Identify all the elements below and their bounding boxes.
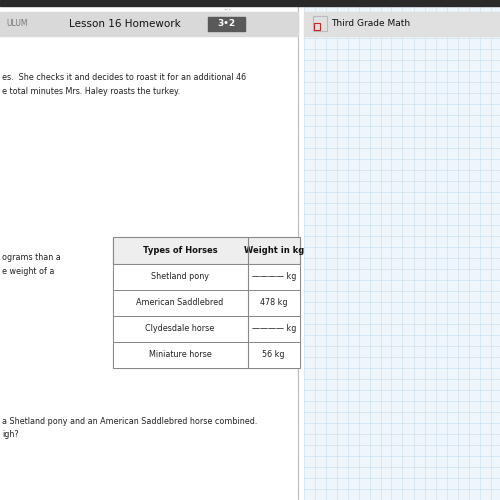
Bar <box>0 12 298 36</box>
Bar <box>112 290 300 316</box>
Text: Clydesdale horse: Clydesdale horse <box>146 324 214 333</box>
Text: 56 kg: 56 kg <box>262 350 285 359</box>
Bar <box>304 0 500 500</box>
Text: ———— kg: ———— kg <box>252 324 296 333</box>
Text: e weight of a: e weight of a <box>2 268 55 276</box>
Text: Third Grade Math: Third Grade Math <box>332 20 410 28</box>
Text: Shetland pony: Shetland pony <box>151 272 209 281</box>
Text: es.  She checks it and decides to roast it for an additional 46: es. She checks it and decides to roast i… <box>2 72 246 82</box>
Bar <box>112 342 300 367</box>
Text: ULUM: ULUM <box>6 20 28 28</box>
Text: igh?: igh? <box>2 430 19 439</box>
Text: Types of Horses: Types of Horses <box>142 246 218 255</box>
Text: Lesson 16 Homework: Lesson 16 Homework <box>69 19 181 29</box>
Bar <box>112 238 300 264</box>
Text: ...: ... <box>224 2 232 12</box>
Bar <box>312 16 326 31</box>
Text: ograms than a: ograms than a <box>2 252 61 262</box>
Text: ———— kg: ———— kg <box>252 272 296 281</box>
Bar <box>304 12 500 36</box>
Text: 478 kg: 478 kg <box>260 298 287 307</box>
Bar <box>0 0 500 6</box>
Bar <box>112 264 300 289</box>
Text: e total minutes Mrs. Haley roasts the turkey.: e total minutes Mrs. Haley roasts the tu… <box>2 88 180 96</box>
Bar <box>208 17 245 31</box>
Bar <box>112 316 300 342</box>
Text: Miniature horse: Miniature horse <box>148 350 212 359</box>
Text: American Saddlebred: American Saddlebred <box>136 298 224 307</box>
Text: 3•2: 3•2 <box>217 20 236 28</box>
Bar <box>314 23 320 30</box>
Text: a Shetland pony and an American Saddlebred horse combined.: a Shetland pony and an American Saddlebr… <box>2 418 258 426</box>
Bar <box>112 238 300 368</box>
Text: Weight in kg: Weight in kg <box>244 246 304 255</box>
